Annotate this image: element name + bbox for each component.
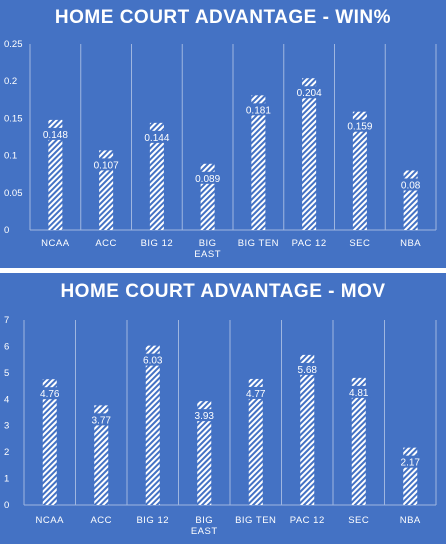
data-label: 0.089 [195,174,220,185]
data-label-backdrop [243,386,268,399]
data-label: 0.107 [94,160,119,171]
y-tick-label: 0.15 [4,113,23,124]
category-label: SEC [348,515,369,526]
bar-big-ten [248,378,263,505]
data-label: 5.68 [298,365,318,376]
chart-title: HOME COURT ADVANTAGE - MOV [60,281,386,302]
data-label-backdrop [243,103,274,116]
category-label: BIG TEN [235,515,276,526]
category-label: BIG 12 [141,238,174,249]
bar-ncaa [48,119,63,230]
y-tick-label: 0.2 [4,76,17,87]
data-label-backdrop [192,171,223,184]
category-label: PAC 12 [290,515,325,526]
data-label: 0.181 [246,105,271,116]
category-label: NCAA [36,515,65,526]
bar-big-ten [251,95,266,230]
category-label: BIG TEN [238,238,279,249]
bar-sec [352,111,367,230]
bar-big-east [197,401,212,505]
category-label: EAST [191,526,218,537]
y-tick-label: 1 [4,474,9,485]
data-label: 0.144 [144,133,169,144]
category-label: PAC 12 [292,238,327,249]
data-label-backdrop [141,130,172,143]
data-label: 0.148 [43,130,68,141]
bar-acc [94,405,109,505]
bar-big-12 [149,122,164,230]
data-label-backdrop [398,455,423,468]
data-label-backdrop [192,409,217,422]
data-label-backdrop [37,387,62,400]
category-label: ACC [90,515,112,526]
data-label-backdrop [40,127,71,140]
data-label: 6.03 [143,356,163,367]
y-tick-label: 0.25 [4,39,23,50]
y-tick-label: 5 [4,368,9,379]
y-tick-label: 3 [4,421,9,432]
data-label-backdrop [91,158,122,171]
data-label: 4.81 [349,388,369,399]
category-label: EAST [194,249,221,260]
data-label: 3.93 [195,411,215,422]
mov-chart-panel: HOME COURT ADVANTAGE - MOV 0 1 2 3 4 5 6 7 4.76 N… [0,273,446,544]
win-pct-chart-panel: HOME COURT ADVANTAGE - WIN% 0 0.05 0.1 0.15… [0,0,446,268]
bar-big-12 [145,345,160,505]
y-tick-label: 6 [4,341,9,352]
data-label: 4.76 [40,389,60,400]
category-label: BIG [195,515,213,526]
y-tick-label: 0 [4,500,9,511]
data-label: 0.08 [401,180,421,191]
data-label: 0.159 [347,122,372,133]
data-label-backdrop [294,86,325,99]
category-label: SEC [349,238,370,249]
category-label: NBA [400,238,421,249]
data-label-backdrop [295,362,320,375]
category-label: NCAA [41,238,70,249]
bar-sec [351,377,366,505]
y-tick-label: 0.1 [4,151,17,162]
y-tick-label: 7 [4,315,9,326]
data-label: 3.77 [92,415,112,426]
data-label: 4.77 [246,389,266,400]
data-label-backdrop [140,353,165,366]
category-label: ACC [95,238,117,249]
category-label: BIG [199,238,217,249]
category-label: BIG 12 [136,515,169,526]
y-tick-label: 0.05 [4,188,23,199]
mov-bar-chart: 0 1 2 3 4 5 6 7 4.76 NCAA 3.77 ACC 6.03 BIG 12 3.93 BIG… [4,315,437,537]
data-label-backdrop [398,178,423,191]
y-tick-label: 4 [4,394,9,405]
data-label-backdrop [89,413,114,426]
data-label-backdrop [344,119,375,132]
y-tick-label: 0 [4,225,9,236]
win-pct-bar-chart: 0 0.05 0.1 0.15 0.2 0.25 0.148 NCAA 0.107 ACC 0.14… [4,39,437,260]
data-label-backdrop [346,385,371,398]
y-tick-label: 2 [4,447,9,458]
data-label: 0.204 [297,88,322,99]
data-label: 2.17 [401,458,421,469]
chart-title: HOME COURT ADVANTAGE - WIN% [54,7,392,28]
bar-pac-12 [302,78,317,230]
bar-pac-12 [300,354,315,505]
category-label: NBA [400,515,421,526]
bar-ncaa [42,379,57,505]
panel-divider [0,268,446,273]
